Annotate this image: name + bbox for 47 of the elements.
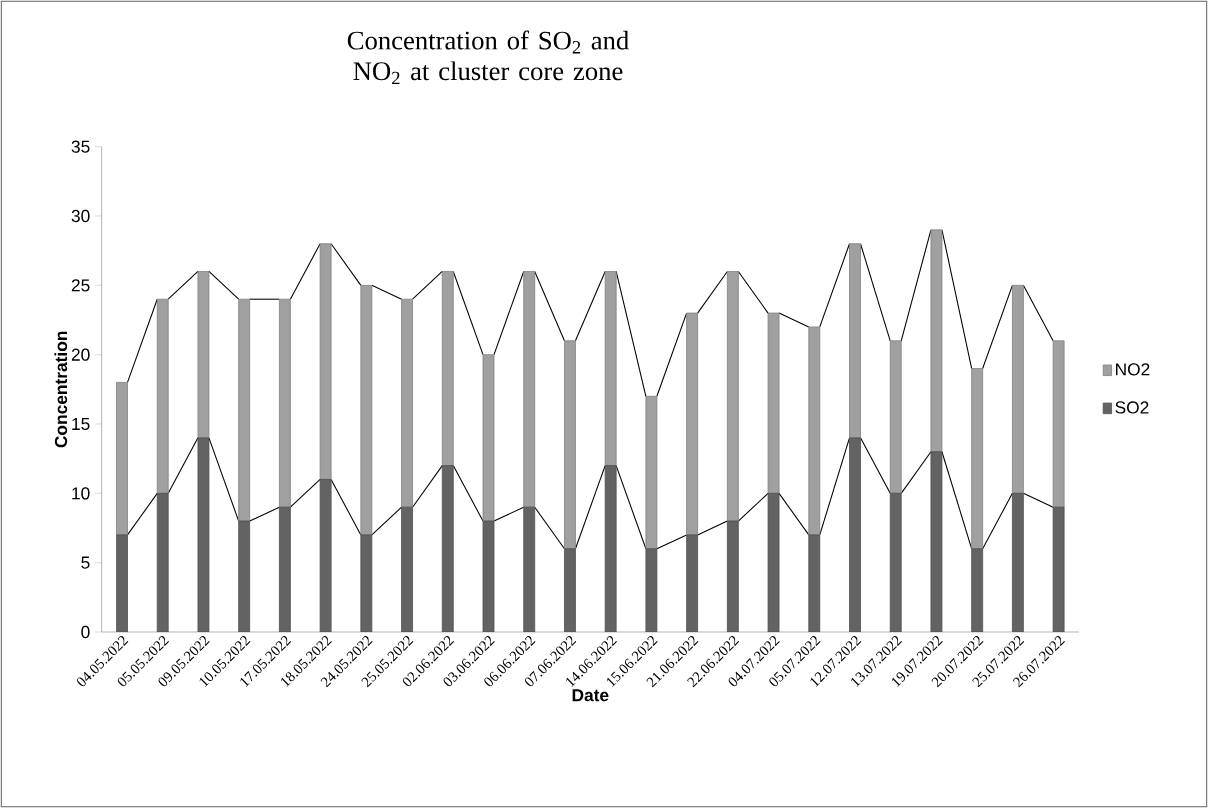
y-tick-label: 5 xyxy=(81,556,90,569)
chart-title: Concentration of SO$_{2}$ and NO$_{2}$ at cluster core zone xyxy=(347,30,629,85)
bar xyxy=(726,271,739,522)
y-tick-label: 30 xyxy=(71,209,90,223)
bar xyxy=(889,492,902,632)
bar xyxy=(156,492,169,632)
bar xyxy=(441,271,454,466)
y-tick-label: 15 xyxy=(72,417,90,431)
y-tick-label: 10 xyxy=(72,487,90,500)
bar xyxy=(564,548,576,632)
bar xyxy=(441,465,454,632)
y-axis-title: Concentration xyxy=(54,331,68,448)
bar xyxy=(1012,284,1024,494)
bar xyxy=(808,326,821,536)
bar xyxy=(401,506,413,632)
x-axis-title: Date xyxy=(572,689,609,702)
bar xyxy=(116,382,128,536)
bar xyxy=(767,312,780,494)
bar xyxy=(482,354,495,522)
bar xyxy=(401,298,413,508)
y-tick-label: 25 xyxy=(71,279,90,292)
legend-label: NO2 xyxy=(1116,363,1150,376)
bar xyxy=(523,271,536,508)
bar xyxy=(319,243,332,480)
bar xyxy=(156,298,169,494)
bar xyxy=(971,368,984,550)
bar xyxy=(686,312,699,536)
bar xyxy=(889,340,902,494)
bar xyxy=(523,506,536,632)
bar xyxy=(278,298,291,508)
bar xyxy=(197,271,210,439)
bar xyxy=(1012,492,1024,632)
bar xyxy=(971,548,984,632)
bar xyxy=(849,243,861,439)
legend-label: SO2 xyxy=(1115,401,1149,414)
y-tick-label: 35 xyxy=(71,140,90,153)
bar xyxy=(930,229,943,453)
bar xyxy=(604,465,617,632)
bar xyxy=(645,395,658,550)
bar xyxy=(604,271,617,466)
bar xyxy=(849,437,861,632)
bar xyxy=(278,506,291,632)
bar xyxy=(564,340,576,550)
bar xyxy=(360,284,373,536)
y-tick-label: 20 xyxy=(71,348,90,361)
bar xyxy=(238,298,251,522)
bar xyxy=(1052,340,1065,508)
